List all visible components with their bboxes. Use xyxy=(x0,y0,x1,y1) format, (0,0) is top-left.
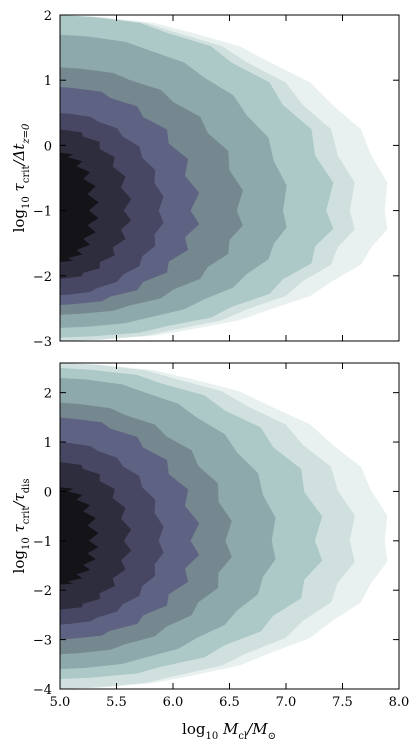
bottom-x-tick-label: 7.0 xyxy=(276,695,297,710)
bottom-x-tick-label: 5.5 xyxy=(106,695,127,710)
top-y-tick-label: 0 xyxy=(44,139,52,154)
top-contour-fills xyxy=(60,15,388,341)
bottom-y-tick-label: −4 xyxy=(33,683,52,698)
bottom-y-tick-label: −3 xyxy=(33,634,52,649)
bottom-panel: 5.0 5.5 6.0 6.5 7.0 7.5 8.0 2 1 0 −1 −2 −3 −4 log10 … xyxy=(10,362,410,742)
bottom-y-axis-label: log10 τcrit/τdis xyxy=(10,479,32,574)
top-y-tick-label: 1 xyxy=(44,74,52,89)
bottom-x-tick-label: 6.0 xyxy=(163,695,184,710)
bottom-y-ticks: 2 1 0 −1 −2 −3 −4 xyxy=(33,387,399,698)
bottom-x-tick-label: 8.0 xyxy=(389,695,410,710)
top-panel: 2 1 0 −1 −2 −3 log10 τcrit/Δtz=0 xyxy=(10,9,400,350)
top-contour-level-9 xyxy=(60,152,99,262)
top-x-ticks xyxy=(59,15,400,341)
top-y-ticks: 2 1 0 −1 −2 −3 xyxy=(33,9,399,350)
bottom-x-tick-label: 5.0 xyxy=(50,695,71,710)
bottom-y-tick-label: −2 xyxy=(33,584,52,599)
bottom-y-tick-label: 2 xyxy=(44,387,52,402)
bottom-y-tick-label: 1 xyxy=(44,436,52,451)
bottom-y-tick-label: −1 xyxy=(33,535,52,550)
bottom-contour-level-9 xyxy=(60,487,99,585)
bottom-x-axis-label: log10 Mcl/M⊙ xyxy=(182,720,276,742)
top-y-tick-label: −3 xyxy=(33,335,52,350)
top-y-axis-label: log10 τcrit/Δtz=0 xyxy=(10,123,32,232)
top-y-tick-label: 2 xyxy=(44,9,52,24)
bottom-x-ticks: 5.0 5.5 6.0 6.5 7.0 7.5 8.0 xyxy=(50,363,410,710)
bottom-x-tick-label: 7.5 xyxy=(332,695,353,710)
top-y-tick-label: −2 xyxy=(33,270,52,285)
top-y-tick-label: −1 xyxy=(33,205,52,220)
bottom-x-tick-label: 6.5 xyxy=(219,695,240,710)
bottom-contour-fills xyxy=(60,363,388,689)
bottom-y-tick-label: 0 xyxy=(44,485,52,500)
